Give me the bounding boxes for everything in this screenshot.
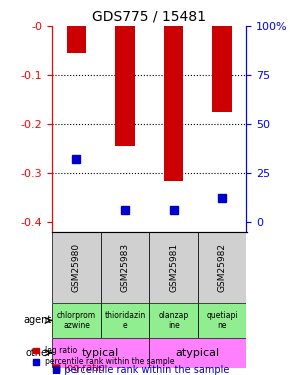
FancyBboxPatch shape — [149, 232, 198, 303]
FancyBboxPatch shape — [101, 232, 149, 303]
Legend: log ratio, percentile rank within the sample: log ratio, percentile rank within the sa… — [33, 346, 175, 366]
FancyBboxPatch shape — [52, 303, 101, 338]
FancyBboxPatch shape — [198, 303, 246, 338]
Text: atypical: atypical — [176, 348, 220, 358]
FancyBboxPatch shape — [52, 338, 149, 368]
FancyBboxPatch shape — [149, 338, 246, 368]
Text: GSM25983: GSM25983 — [121, 243, 130, 292]
Text: GSM25980: GSM25980 — [72, 243, 81, 292]
Text: ■ log ratio: ■ log ratio — [52, 363, 105, 373]
Text: other: other — [25, 348, 51, 358]
Bar — [115, 26, 135, 146]
Text: chlorprom
azwine: chlorprom azwine — [57, 311, 96, 330]
Text: olanzap
ine: olanzap ine — [159, 311, 189, 330]
Text: thioridazin
e: thioridazin e — [104, 311, 146, 330]
Title: GDS775 / 15481: GDS775 / 15481 — [92, 10, 206, 24]
Bar — [164, 26, 183, 181]
Bar — [67, 26, 86, 53]
Text: typical: typical — [82, 348, 119, 358]
Text: agent: agent — [23, 315, 51, 326]
FancyBboxPatch shape — [52, 232, 101, 303]
Bar — [213, 26, 232, 112]
FancyBboxPatch shape — [149, 303, 198, 338]
Text: ■ percentile rank within the sample: ■ percentile rank within the sample — [52, 365, 230, 375]
Text: GSM25982: GSM25982 — [218, 243, 227, 292]
FancyBboxPatch shape — [198, 232, 246, 303]
Text: quetiapi
ne: quetiapi ne — [206, 311, 238, 330]
FancyBboxPatch shape — [101, 303, 149, 338]
Text: GSM25981: GSM25981 — [169, 243, 178, 292]
